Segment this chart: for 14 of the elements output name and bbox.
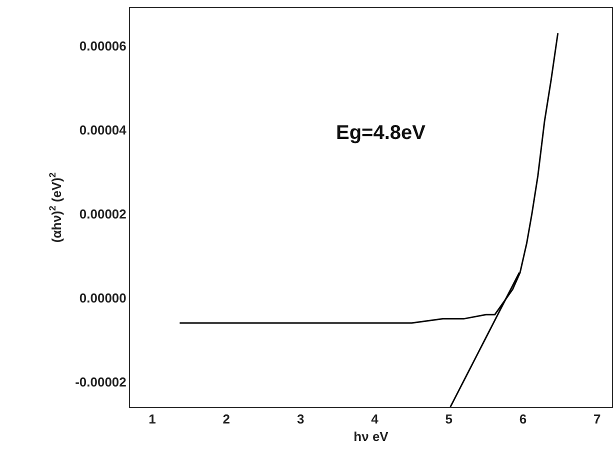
annotation: Eg=4.8eV [336, 122, 426, 144]
x-tick-label: 5 [445, 412, 452, 427]
x-tick-label: 1 [148, 412, 156, 427]
y-tick-label: 0.00002 [79, 206, 126, 222]
x-tick-label: 3 [296, 412, 304, 427]
x-tick-label: 6 [519, 412, 527, 427]
x-tick-label: 7 [594, 412, 601, 427]
x-tick-label: 4 [371, 412, 380, 427]
y-tick-label: 0.00004 [79, 122, 128, 138]
y-tick-label: -0.00002 [75, 374, 126, 390]
x-axis-title: hν eV [354, 429, 389, 444]
x-tick-label: 2 [222, 412, 230, 427]
y-tick-label: 0.00000 [79, 290, 126, 306]
y-tick-label: 0.00006 [79, 38, 126, 54]
